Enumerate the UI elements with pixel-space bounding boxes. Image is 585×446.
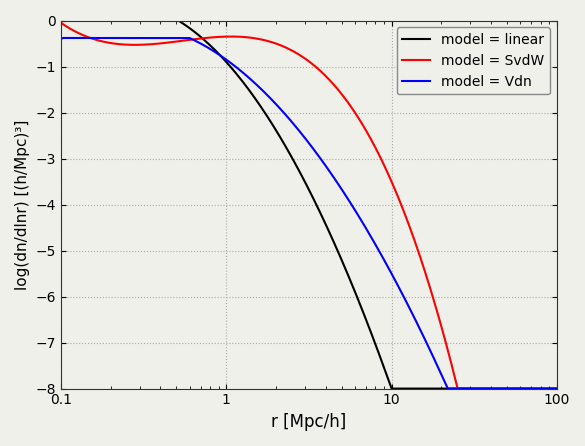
model = SvdW: [269, 40, 276, 45]
model = Vdn: [445, 386, 452, 391]
X-axis label: r [Mpc/h]: r [Mpc/h]: [271, 413, 346, 431]
model = SvdW: [553, 386, 560, 391]
model = Vdn: [247, 77, 254, 83]
model = linear: [57, 18, 64, 23]
model = SvdW: [455, 386, 462, 391]
model = Vdn: [544, 386, 551, 391]
model = linear: [57, 18, 64, 23]
model = SvdW: [490, 386, 497, 391]
model = Vdn: [57, 36, 64, 41]
model = linear: [553, 386, 560, 391]
Line: model = Vdn: model = Vdn: [61, 38, 557, 388]
model = Vdn: [553, 386, 560, 391]
Legend: model = linear, model = SvdW, model = Vdn: model = linear, model = SvdW, model = Vd…: [397, 28, 550, 95]
model = linear: [114, 18, 121, 23]
model = SvdW: [247, 35, 254, 41]
model = SvdW: [57, 20, 64, 25]
model = Vdn: [60, 35, 67, 41]
model = linear: [544, 386, 551, 391]
model = SvdW: [143, 42, 150, 47]
model = linear: [247, 91, 254, 96]
model = linear: [490, 386, 497, 391]
model = Vdn: [490, 386, 497, 391]
model = linear: [269, 122, 276, 128]
model = Vdn: [269, 98, 276, 103]
Y-axis label: log(dn/dlnr) [(h/Mpc)³]: log(dn/dlnr) [(h/Mpc)³]: [15, 120, 30, 290]
Line: model = SvdW: model = SvdW: [61, 23, 557, 388]
Line: model = linear: model = linear: [61, 21, 557, 388]
model = Vdn: [143, 35, 150, 41]
model = linear: [388, 386, 395, 391]
model = SvdW: [114, 41, 121, 47]
model = SvdW: [543, 386, 550, 391]
model = Vdn: [114, 35, 121, 41]
model = linear: [143, 18, 150, 23]
